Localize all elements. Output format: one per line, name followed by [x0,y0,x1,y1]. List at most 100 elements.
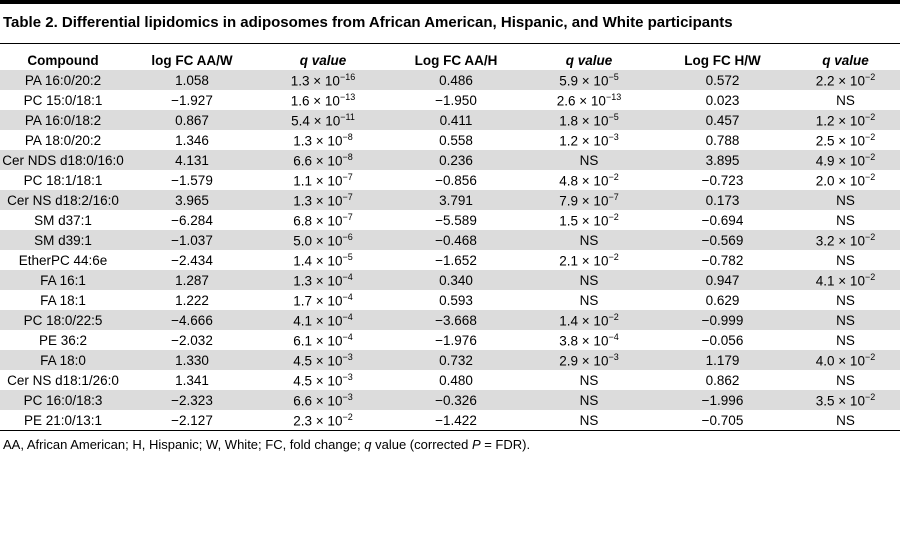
cell-logfc-aa-h: 3.791 [388,190,524,210]
table-row: PC 18:1/18:1 −1.579 1.1 × 10−7 −0.856 4.8 × … [0,170,900,190]
col-header-compound: Compound [27,52,99,68]
footnote-q: q [364,437,372,452]
cell-q-aa-w: 1.6 × 10−13 [290,91,356,109]
cell-compound: PA 16:0/18:2 [0,110,126,130]
cell-q-aa-w: 1.3 × 10−16 [258,70,388,90]
cell-logfc-aa-w: −2.323 [126,390,258,410]
cell-compound: SM d37:1 [34,212,92,228]
table-row: Cer NDS d18:0/16:0 4.131 6.6 × 10−8 0.236 NS… [0,150,900,170]
cell-compound: PE 21:0/13:1 [23,412,103,428]
cell-q-aa-h: NS [524,270,654,290]
cell-q-aa-h: NS [579,292,599,308]
lipidomics-table: Compound log FC AA/W q value Log FC AA/H… [0,50,900,430]
cell-logfc-h-w: −0.694 [701,212,744,228]
cell-q-aa-w: 1.7 × 10−4 [293,291,353,309]
cell-logfc-h-w: −0.999 [654,310,791,330]
cell-logfc-aa-h: −1.976 [435,332,477,348]
cell-q-aa-h: NS [524,390,654,410]
cell-q-aa-w: 5.0 × 10−6 [258,230,388,250]
table-footnote: AA, African American; H, Hispanic; W, Wh… [3,437,530,452]
cell-logfc-aa-h: 0.593 [439,292,473,308]
cell-logfc-h-w: 0.572 [654,70,791,90]
cell-logfc-h-w: 0.173 [654,190,791,210]
cell-logfc-aa-w: 4.131 [126,150,258,170]
cell-logfc-aa-w: −2.434 [171,252,213,268]
table-row: PE 21:0/13:1 −2.127 2.3 × 10−2 −1.422 NS −0.7… [0,410,900,430]
col-header-logfc-aa-w: log FC AA/W [151,52,233,68]
cell-q-aa-h: 1.2 × 10−3 [559,131,619,149]
cell-compound: FA 18:1 [40,292,86,308]
cell-q-aa-w: 1.1 × 10−7 [293,171,353,189]
table-row: FA 18:0 1.330 4.5 × 10−3 0.732 2.9 × 10−3 1.1… [0,350,900,370]
cell-q-aa-h: NS [579,412,599,428]
cell-logfc-aa-w: −2.032 [171,332,213,348]
table-row: SM d37:1 −6.284 6.8 × 10−7 −5.589 1.5 × 10−2… [0,210,900,230]
cell-q-aa-w: 1.3 × 10−7 [258,190,388,210]
cell-logfc-aa-w: −4.666 [126,310,258,330]
footnote-fdr: = FDR). [480,437,531,452]
cell-logfc-aa-h: −0.468 [388,230,524,250]
cell-q-aa-h: 2.6 × 10−13 [556,91,622,109]
col-header-logfc-h-w: Log FC H/W [684,52,761,68]
table-row: PC 16:0/18:3 −2.323 6.6 × 10−3 −0.326 NS −1.9… [0,390,900,410]
cell-logfc-aa-w: −1.037 [126,230,258,250]
cell-q-h-w: NS [791,190,900,210]
cell-logfc-h-w: 0.862 [705,372,740,388]
cell-logfc-aa-h: −3.668 [388,310,524,330]
cell-compound: SM d39:1 [0,230,126,250]
cell-logfc-aa-h: −0.326 [388,390,524,410]
footnote-p: P [471,437,481,452]
table-body: PA 16:0/20:2 1.058 1.3 × 10−16 0.486 5.9 × 1… [0,70,900,430]
cell-compound: PC 16:0/18:3 [0,390,126,410]
footnote-abbreviations: AA, African American; H, Hispanic; W, Wh… [3,437,365,452]
cell-q-aa-h: 4.8 × 10−2 [559,171,619,189]
cell-logfc-h-w: 0.947 [654,270,791,290]
cell-q-aa-w: 4.1 × 10−4 [258,310,388,330]
cell-q-aa-h: 2.9 × 10−3 [524,350,654,370]
cell-q-h-w: NS [836,292,855,308]
cell-q-aa-w: 4.5 × 10−3 [258,350,388,370]
cell-logfc-h-w: 3.895 [654,150,791,170]
cell-q-aa-h: NS [579,372,599,388]
table-row: PC 18:0/22:5 −4.666 4.1 × 10−4 −3.668 1.4 × … [0,310,900,330]
cell-q-aa-w: 6.6 × 10−8 [258,150,388,170]
cell-logfc-aa-h: −1.652 [435,252,477,268]
cell-logfc-h-w: −0.705 [701,412,744,428]
cell-logfc-h-w: −0.782 [701,252,744,268]
cell-compound: Cer NS d18:1/26:0 [7,372,119,388]
cell-q-aa-w: 1.3 × 10−4 [258,270,388,290]
cell-q-h-w: NS [836,212,855,228]
cell-compound: PA 18:0/20:2 [24,132,102,148]
cell-q-aa-h: NS [524,230,654,250]
cell-q-aa-w: 1.3 × 10−8 [293,131,353,149]
cell-q-h-w: 1.2 × 10−2 [791,110,900,130]
cell-logfc-aa-w: 0.867 [126,110,258,130]
table-title: Table 2. Differential lipidomics in adip… [3,14,733,31]
cell-q-aa-w: 2.3 × 10−2 [293,411,353,429]
table-row: PA 16:0/18:2 0.867 5.4 × 10−11 0.411 1.8 × 1… [0,110,900,130]
table-bottom-rule [0,430,900,431]
cell-logfc-aa-h: 0.236 [388,150,524,170]
cell-q-h-w: 2.5 × 10−2 [815,131,876,149]
footnote-value-text: value (corrected [371,437,472,452]
cell-q-aa-h: NS [524,150,654,170]
cell-compound: FA 18:0 [0,350,126,370]
cell-compound: PA 16:0/20:2 [0,70,126,90]
table-row: PC 15:0/18:1 −1.927 1.6 × 10−13 −1.950 2.6 ×… [0,90,900,110]
cell-q-h-w: NS [836,412,855,428]
cell-compound: PE 36:2 [38,332,88,348]
cell-q-aa-h: 5.9 × 10−5 [524,70,654,90]
cell-q-aa-w: 1.4 × 10−5 [293,251,353,269]
cell-logfc-aa-h: −5.589 [435,212,477,228]
cell-logfc-h-w: 0.457 [654,110,791,130]
cell-q-aa-h: 7.9 × 10−7 [524,190,654,210]
cell-logfc-aa-w: 1.346 [175,132,209,148]
table-row: EtherPC 44:6e −2.434 1.4 × 10−5 −1.652 2.1 ×… [0,250,900,270]
cell-q-h-w: NS [836,252,855,268]
cell-logfc-h-w: 0.023 [705,92,740,108]
cell-compound: PC 18:0/22:5 [0,310,126,330]
table-row: PA 16:0/20:2 1.058 1.3 × 10−16 0.486 5.9 × 1… [0,70,900,90]
cell-logfc-aa-h: −1.950 [435,92,477,108]
cell-q-h-w: NS [836,372,855,388]
cell-q-h-w: 3.2 × 10−2 [791,230,900,250]
